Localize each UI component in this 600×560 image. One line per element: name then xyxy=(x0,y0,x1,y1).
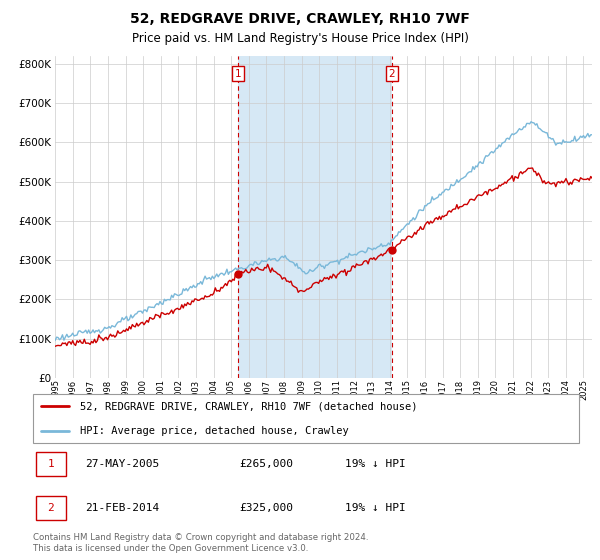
Text: 1: 1 xyxy=(47,459,54,469)
Text: 1: 1 xyxy=(235,69,241,78)
Text: HPI: Average price, detached house, Crawley: HPI: Average price, detached house, Craw… xyxy=(80,426,349,436)
FancyBboxPatch shape xyxy=(35,452,66,477)
Text: Contains HM Land Registry data © Crown copyright and database right 2024.
This d: Contains HM Land Registry data © Crown c… xyxy=(33,533,368,553)
Bar xyxy=(238,56,392,378)
FancyBboxPatch shape xyxy=(33,394,579,443)
Text: 27-MAY-2005: 27-MAY-2005 xyxy=(85,459,160,469)
Text: 19% ↓ HPI: 19% ↓ HPI xyxy=(344,503,406,513)
Text: £265,000: £265,000 xyxy=(240,459,294,469)
FancyBboxPatch shape xyxy=(35,496,66,520)
Text: 52, REDGRAVE DRIVE, CRAWLEY, RH10 7WF: 52, REDGRAVE DRIVE, CRAWLEY, RH10 7WF xyxy=(130,12,470,26)
Text: 19% ↓ HPI: 19% ↓ HPI xyxy=(344,459,406,469)
Text: 2: 2 xyxy=(389,69,395,78)
Text: 21-FEB-2014: 21-FEB-2014 xyxy=(85,503,160,513)
Text: 52, REDGRAVE DRIVE, CRAWLEY, RH10 7WF (detached house): 52, REDGRAVE DRIVE, CRAWLEY, RH10 7WF (d… xyxy=(80,402,417,412)
Text: Price paid vs. HM Land Registry's House Price Index (HPI): Price paid vs. HM Land Registry's House … xyxy=(131,32,469,45)
Text: 2: 2 xyxy=(47,503,54,513)
Text: £325,000: £325,000 xyxy=(240,503,294,513)
